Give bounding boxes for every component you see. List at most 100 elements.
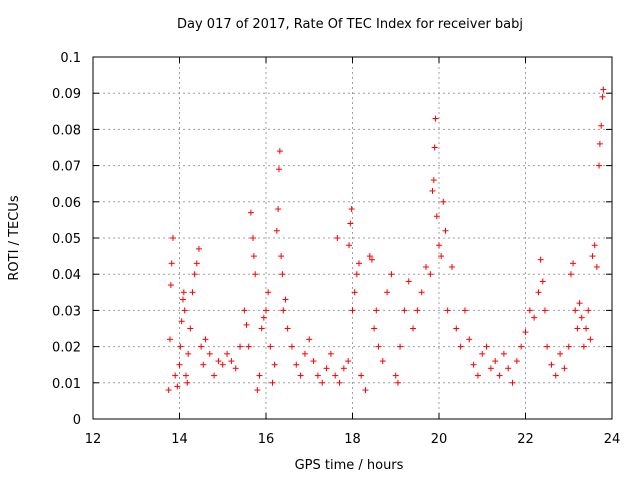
data-point <box>269 379 276 386</box>
data-point <box>474 372 481 379</box>
y-tick-label: 0.08 <box>52 123 81 138</box>
y-tick-label: 0.07 <box>52 160 81 175</box>
data-point <box>224 350 231 357</box>
data-point <box>570 260 577 267</box>
data-point <box>267 343 274 350</box>
data-point <box>531 314 538 321</box>
data-point <box>232 365 239 372</box>
data-point <box>178 318 185 325</box>
data-point <box>453 325 460 332</box>
data-point <box>565 343 572 350</box>
data-point <box>284 325 291 332</box>
axis-ticks <box>92 56 613 420</box>
data-point <box>358 372 365 379</box>
data-point <box>526 307 533 314</box>
data-point <box>505 365 512 372</box>
data-point <box>319 379 326 386</box>
y-tick-labels: 0 0.01 0.02 0.03 0.04 0.05 0.06 0.07 0.08 0.09 0.1 <box>52 51 81 428</box>
data-point <box>596 140 603 147</box>
x-tick-labels: 12 14 16 18 20 22 24 <box>85 432 621 447</box>
data-point <box>256 372 263 379</box>
data-point <box>349 307 356 314</box>
data-point <box>429 187 436 194</box>
data-point <box>310 358 317 365</box>
data-point <box>561 365 568 372</box>
data-point <box>247 209 254 216</box>
y-tick-label: 0.04 <box>52 268 81 283</box>
data-point <box>371 325 378 332</box>
y-tick-label: 0.01 <box>52 377 81 392</box>
data-point <box>509 379 516 386</box>
data-point <box>394 379 401 386</box>
data-point <box>195 245 202 252</box>
y-tick-label: 0.1 <box>60 51 81 66</box>
data-point <box>600 86 607 93</box>
data-point <box>366 253 373 260</box>
grid-lines <box>93 57 612 419</box>
x-axis-label: GPS time / hours <box>295 458 404 473</box>
data-point <box>189 289 196 296</box>
data-point <box>585 307 592 314</box>
data-point <box>431 144 438 151</box>
data-point <box>288 343 295 350</box>
data-point <box>487 365 494 372</box>
x-tick-label: 24 <box>604 432 621 447</box>
data-point <box>410 325 417 332</box>
data-point <box>388 271 395 278</box>
data-point <box>237 343 244 350</box>
data-point <box>457 343 464 350</box>
data-point <box>580 343 587 350</box>
data-point <box>174 383 181 390</box>
data-point <box>535 289 542 296</box>
data-point <box>355 260 362 267</box>
data-point <box>297 372 304 379</box>
data-point <box>541 307 548 314</box>
data-point <box>599 93 606 100</box>
data-point <box>513 358 520 365</box>
y-tick-label: 0.06 <box>52 196 81 211</box>
data-point <box>167 282 174 289</box>
data-point <box>596 162 603 169</box>
data-point <box>433 213 440 220</box>
data-point <box>279 271 286 278</box>
data-point <box>589 253 596 260</box>
data-point <box>384 289 391 296</box>
data-point <box>418 289 425 296</box>
data-point <box>273 227 280 234</box>
data-point <box>548 361 555 368</box>
data-point <box>373 307 380 314</box>
data-point <box>166 336 173 343</box>
data-point <box>165 387 172 394</box>
x-tick-label: 18 <box>344 432 361 447</box>
data-point <box>228 358 235 365</box>
data-point <box>200 361 207 368</box>
data-point <box>479 350 486 357</box>
data-point <box>332 372 339 379</box>
data-point <box>492 358 499 365</box>
data-point <box>557 350 564 357</box>
data-point <box>574 325 581 332</box>
data-point <box>181 307 188 314</box>
data-point <box>430 177 437 184</box>
data-point <box>587 336 594 343</box>
data-point <box>340 365 347 372</box>
data-point <box>401 307 408 314</box>
data-point <box>438 253 445 260</box>
data-point <box>522 329 529 336</box>
data-point <box>368 256 375 263</box>
data-point <box>258 325 265 332</box>
y-tick-label: 0.02 <box>52 341 81 356</box>
data-point <box>432 115 439 122</box>
data-point <box>440 198 447 205</box>
x-tick-label: 20 <box>431 432 448 447</box>
data-point <box>552 372 559 379</box>
x-tick-label: 12 <box>85 432 102 447</box>
data-point <box>323 365 330 372</box>
data-point <box>444 307 451 314</box>
data-point <box>219 361 226 368</box>
data-point <box>572 307 579 314</box>
x-tick-label: 14 <box>171 432 188 447</box>
data-points <box>165 86 607 394</box>
data-point <box>500 350 507 357</box>
y-axis-label: ROTI / TECUs <box>7 195 22 280</box>
